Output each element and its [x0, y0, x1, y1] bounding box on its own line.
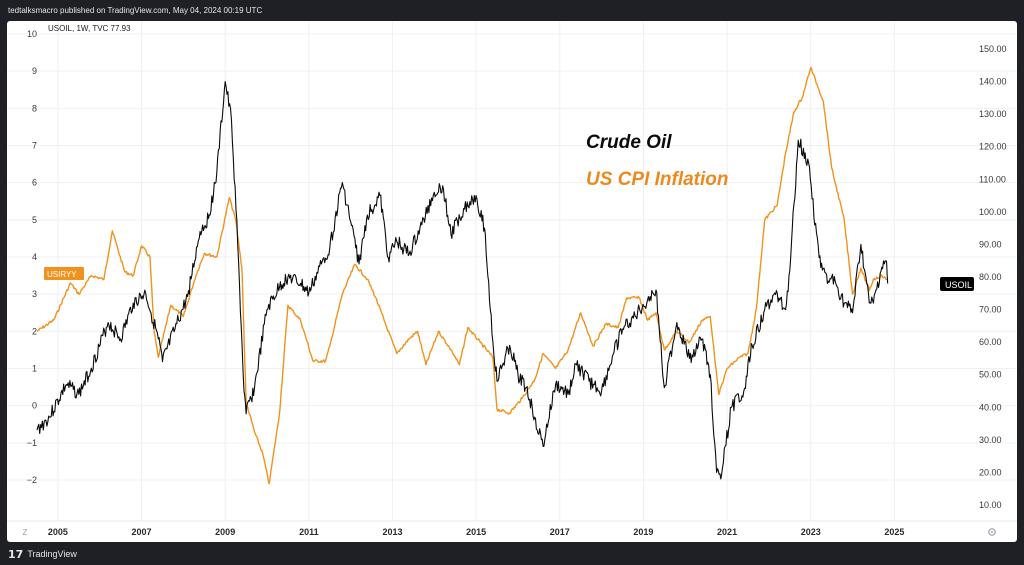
symbol-info[interactable]: USOIL, 1W, TVC 77.93 — [48, 24, 131, 33]
x-tick-label: 2005 — [48, 527, 68, 537]
right-tick-label: 120.00 — [979, 142, 1007, 152]
publish-header: tedtalksmacro published on TradingView.c… — [0, 0, 1024, 21]
usiryy-badge-label: USIRYY — [47, 270, 77, 279]
gridlines — [7, 21, 1017, 521]
left-tick-label: 10 — [27, 29, 37, 39]
usiryy-badge[interactable]: USIRYY — [44, 267, 84, 280]
left-tick-label: −1 — [27, 438, 37, 448]
timezone-label[interactable]: Z — [23, 528, 28, 537]
right-tick-label: 50.00 — [979, 370, 1002, 380]
right-tick-label: 110.00 — [979, 174, 1006, 184]
left-tick-label: −2 — [27, 475, 37, 485]
cpi-series-line — [36, 66, 888, 485]
x-tick-label: 2015 — [466, 527, 486, 537]
crude-oil-annotation: Crude Oil — [586, 132, 672, 153]
left-tick-label: 1 — [32, 364, 37, 374]
x-tick-label: 2017 — [550, 527, 570, 537]
x-tick-label: 2007 — [132, 527, 152, 537]
usoil-badge-label: USOIL — [945, 280, 972, 290]
x-tick-label: 2009 — [215, 527, 235, 537]
right-tick-label: 150.00 — [979, 44, 1007, 54]
x-tick-label: 2021 — [717, 527, 737, 537]
right-tick-label: 90.00 — [979, 239, 1002, 249]
published-text: tedtalksmacro published on TradingView.c… — [8, 6, 263, 15]
right-tick-label: 60.00 — [979, 337, 1002, 347]
tradingview-logo[interactable]: 17 TradingView — [8, 548, 77, 561]
right-tick-label: 20.00 — [979, 467, 1002, 477]
x-axis: 2005 2007 2009 2011 2013 2015 2017 2019 2021 2023… — [48, 527, 904, 537]
x-tick-label: 2025 — [884, 527, 904, 537]
left-tick-label: 4 — [32, 252, 37, 262]
left-tick-label: 5 — [32, 215, 37, 225]
left-tick-label: 9 — [32, 66, 37, 76]
oil-series-line — [36, 81, 889, 480]
series-layer — [36, 66, 889, 485]
x-tick-label: 2011 — [299, 527, 319, 537]
right-tick-label: 70.00 — [979, 305, 1002, 315]
right-tick-label: 40.00 — [979, 402, 1002, 412]
right-tick-label: 100.00 — [979, 207, 1007, 217]
tradingview-logo-icon: 17 — [8, 547, 24, 561]
tradingview-brand: TradingView — [27, 549, 77, 559]
right-axis: 150.00 140.00 130.00 120.00 110.00 100.00 90.0… — [979, 44, 1007, 510]
cpi-annotation: US CPI Inflation — [586, 169, 729, 190]
x-tick-label: 2019 — [633, 527, 653, 537]
left-tick-label: 8 — [32, 103, 37, 113]
left-tick-label: 0 — [32, 401, 37, 411]
right-tick-label: 10.00 — [979, 500, 1002, 510]
footer-bar: 17 TradingView — [0, 543, 1024, 565]
chart-panel[interactable]: 10 9 8 7 6 5 4 3 2 1 0 −1 −2 150.00 140.00 130.00 120.0… — [7, 21, 1017, 542]
x-tick-label: 2013 — [382, 527, 402, 537]
right-tick-label: 130.00 — [979, 109, 1007, 119]
left-tick-label: 3 — [32, 289, 37, 299]
settings-icon[interactable] — [988, 528, 996, 536]
left-tick-label: 6 — [32, 178, 37, 188]
left-tick-label: 2 — [32, 326, 37, 336]
usoil-badge[interactable]: USOIL — [940, 277, 974, 291]
right-tick-label: 30.00 — [979, 435, 1002, 445]
x-tick-label: 2023 — [801, 527, 821, 537]
right-tick-label: 140.00 — [979, 77, 1007, 87]
right-tick-label: 80.00 — [979, 272, 1002, 282]
left-tick-label: 7 — [32, 141, 37, 151]
